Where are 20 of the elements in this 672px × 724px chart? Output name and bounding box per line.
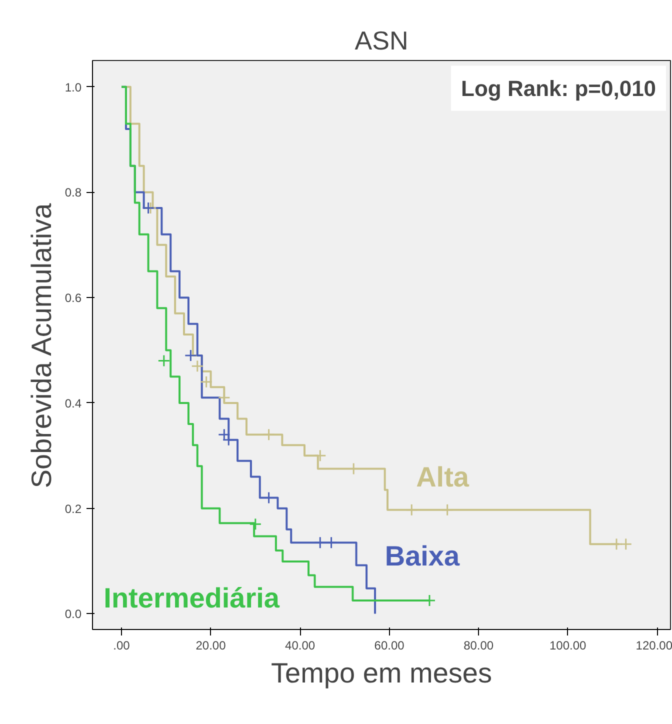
y-tick-label: 0.2 (64, 502, 82, 516)
y-tick-label: 0.6 (64, 291, 82, 306)
x-tick-label: 40.00 (285, 638, 316, 652)
y-tick-label: 0.0 (64, 607, 82, 622)
annotation: Log Rank: p=0,010 (461, 76, 656, 101)
x-tick-label: 80.00 (464, 638, 494, 652)
x-tick-label: 60.00 (374, 638, 405, 652)
y-tick-label: 1.0 (64, 80, 82, 94)
x-tick-label: 20.00 (196, 638, 226, 652)
x-tick-label: 100.00 (549, 638, 587, 652)
y-tick-label: 0.4 (64, 396, 82, 410)
series-label: Alta (416, 462, 470, 493)
x-axis-title: Tempo em meses (271, 658, 492, 688)
chart-title: ASN (354, 26, 408, 56)
y-tick-label: 0.8 (64, 186, 82, 200)
y-axis-title: Sobrevida Acumulativa (26, 202, 57, 488)
x-tick-label: .00 (113, 638, 130, 652)
series-label: Intermediária (104, 582, 280, 614)
x-tick-label: 120.00 (636, 638, 672, 652)
series-label: Baixa (384, 540, 460, 572)
